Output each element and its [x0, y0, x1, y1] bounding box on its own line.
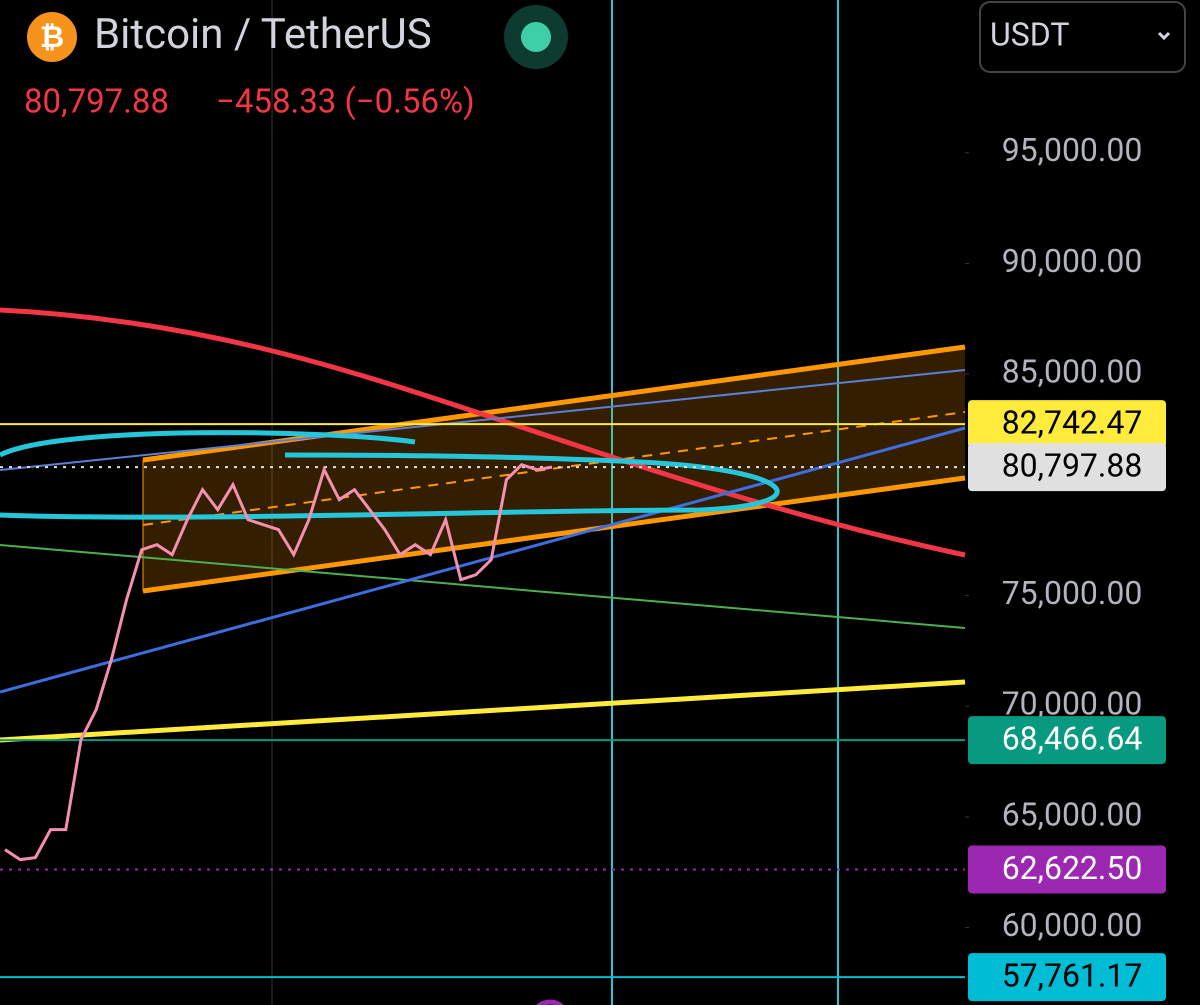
price-label: 82,742.47 [1002, 404, 1143, 442]
price-label-box [968, 953, 1166, 1002]
symbol: Bitcoin / TetherUS [94, 10, 432, 59]
currency-select[interactable] [979, 1, 1186, 73]
y-tick-label: 60,000.00 [1002, 906, 1143, 944]
y-tick-label: 65,000.00 [1002, 795, 1143, 833]
price-label-box [968, 400, 1166, 449]
price-label: 68,466.64 [1002, 720, 1143, 758]
status-dot [521, 22, 551, 52]
y-tick-label: 85,000.00 [1002, 353, 1143, 391]
price-axis: 95,000.0090,000.0085,000.0075,000.0070,0… [965, 131, 1166, 1002]
btc-icon [27, 12, 77, 62]
y-tick-label: 90,000.00 [1002, 242, 1143, 280]
price-markers [0, 423, 965, 979]
price-line-series [4, 462, 553, 862]
y-tick-label: 95,000.00 [1002, 131, 1143, 169]
dropdown-caret[interactable] [1157, 31, 1171, 41]
price-label: 80,797.88 [1002, 447, 1143, 485]
drawings [0, 0, 966, 1005]
price-series [4, 462, 553, 862]
price-label-box [968, 845, 1166, 894]
currency-label[interactable]: USDT [990, 15, 1069, 53]
y-tick-label: 75,000.00 [1002, 574, 1143, 612]
price-label-box [968, 443, 1166, 492]
price-label: 57,761.17 [1002, 957, 1143, 995]
price-change: −458.33 (−0.56%) [216, 83, 475, 122]
last-price: 80,797.88 [24, 83, 169, 122]
price-label: 62,622.50 [1002, 849, 1143, 887]
price-label-box [968, 716, 1166, 765]
grid [271, 0, 273, 1005]
btc-glyph: ₿ [40, 20, 64, 55]
header: ₿ Bitcoin / TetherUS 80,797.88 −458.33 (… [24, 1, 1186, 122]
